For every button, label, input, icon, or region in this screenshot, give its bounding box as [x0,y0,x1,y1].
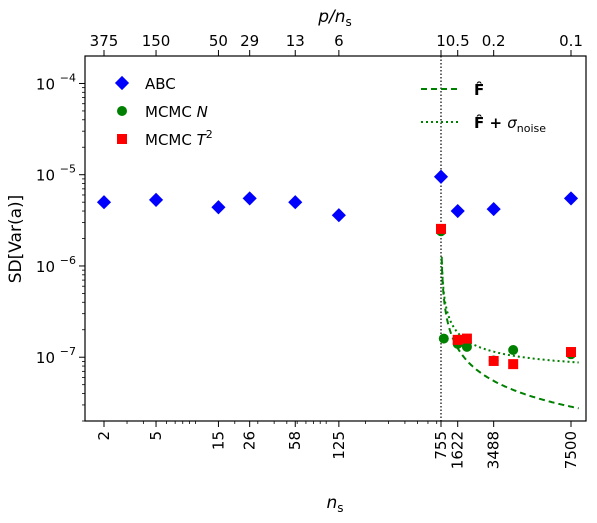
abc-point [433,169,449,184]
top-tick-label: 13 [286,32,305,50]
y-tick-exponent: −4 [60,71,76,84]
fhat-noise-legend-italic: σ [507,114,517,132]
top-tick-label: 6 [334,32,344,50]
y-tick-label: 10 [36,75,55,93]
mcmc-t2-legend-label: MCMC T2 [145,128,213,149]
top-axis-title: p/ns [317,7,352,29]
mcmc-n-point [438,333,449,344]
abc-point [148,192,164,207]
abc-point [450,203,465,219]
top-tick-label: 0.2 [482,32,506,50]
y-tick-exponent: −6 [60,254,76,267]
y-axis-title: SD[Var(a)] [6,195,26,284]
mcmc-n-legend-text: MCMC [145,103,197,121]
top-tick-label: 375 [90,32,119,50]
y-tick-label: 10 [36,258,55,276]
y-tick-exponent: −5 [60,163,76,176]
abc-point [331,208,346,223]
mcmc-n-point [461,341,472,352]
x-tick-label: 5 [147,431,165,441]
x-axis-top: 375 150 50 29 13 6 1 0.5 0.2 0.1 [90,32,583,56]
mcmc-n-legend-label: MCMC N [145,103,208,121]
top-tick-label: 0.5 [446,32,470,50]
x-tick-label: 3488 [485,431,503,469]
x-axis-title: ns [326,493,343,515]
top-tick-label: 150 [142,32,171,50]
top-axis-title-sub: s [346,15,352,29]
legend-lines: F̂ F̂ + σnoise [421,80,546,135]
mcmc-t-2-point [488,355,499,366]
abc-point [96,195,112,210]
mcmc-t-2-point [566,347,576,358]
x-tick-label: 2 [95,431,113,441]
fhat-noise-legend-text: F̂ + [474,113,507,132]
top-tick-label: 29 [240,32,259,50]
abc-point [486,202,501,217]
abc-point [211,200,226,215]
y-axis: 10 −7 10 −6 10 −5 10 −4 [36,71,85,422]
mcmc-t2-legend-sup: 2 [206,128,213,141]
mcmc-t-2-point [452,334,463,345]
abc-point [563,191,579,206]
fhat-noise-curve [440,256,579,364]
top-axis-title-main: p/n [317,7,345,27]
x-tick-label: 15 [209,431,227,450]
fhat-curve [440,258,579,410]
mcmc-t2-legend-text: MCMC [145,131,197,149]
fit-curves [440,256,579,410]
fhat-legend-label: F̂ [474,80,484,99]
fhat-noise-legend-sub: noise [517,122,546,135]
legend-markers: ABC MCMC N MCMC T2 [114,75,213,149]
mcmc-t2-legend-italic: T [197,131,208,149]
x-axis-title-sub: s [337,501,343,515]
mcmc-t-2-point [436,223,446,234]
mcmc-t-2-point [508,359,519,370]
x-tick-label: 26 [241,431,259,450]
abc-point [242,191,257,206]
y-tick-label: 10 [36,349,55,367]
x-tick-label: 1622 [449,431,467,469]
x-axis-title-main: n [326,493,337,513]
abc-legend-label: ABC [145,75,176,93]
mcmc-n-legend-italic: N [197,103,208,121]
mcmc-t2-legend-marker [117,134,127,144]
top-tick-label: 1 [436,32,446,50]
y-tick-label: 10 [36,167,55,185]
top-tick-label: 50 [209,32,228,50]
abc-point [288,195,303,210]
mcmc-n-point [508,344,519,355]
mcmc-t-2-point [461,333,472,344]
abc-legend-marker [114,75,130,91]
top-tick-label: 0.1 [559,32,583,50]
x-tick-label: 58 [286,431,304,450]
y-tick-exponent: −7 [60,345,76,358]
data-points [96,169,579,370]
x-tick-label: 7500 [562,431,580,469]
mcmc-n-legend-marker [117,106,127,116]
x-tick-label: 755 [432,431,450,460]
x-tick-label: 125 [330,431,348,460]
fhat-noise-legend-label: F̂ + σnoise [474,113,546,135]
